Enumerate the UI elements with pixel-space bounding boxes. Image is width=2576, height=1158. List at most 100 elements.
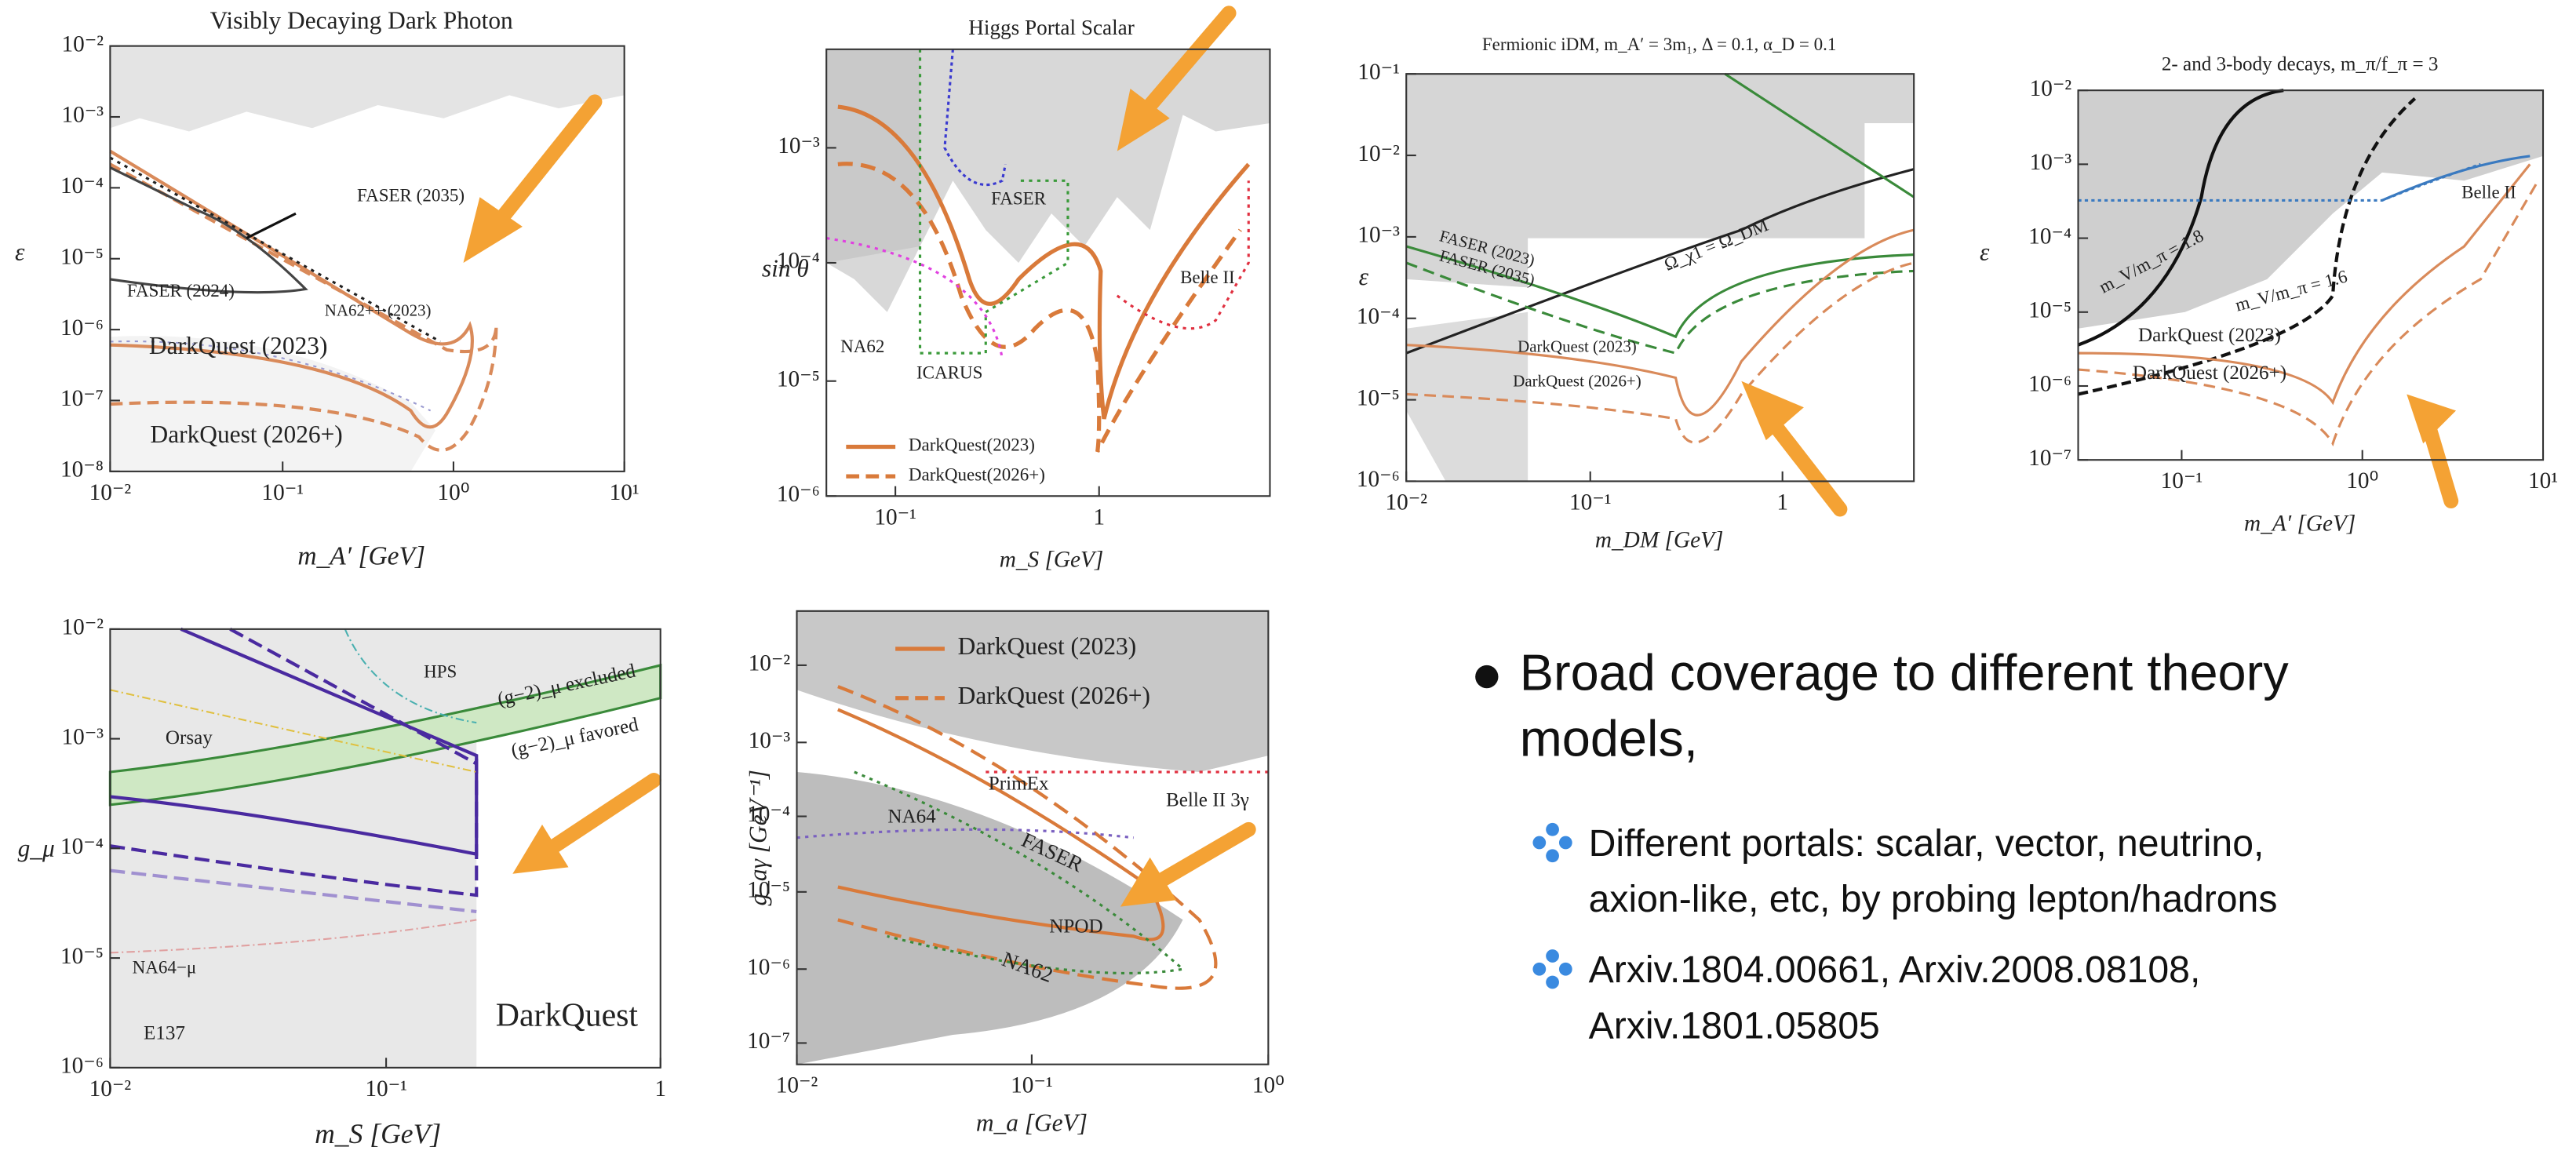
y-tick-label: 10⁻⁴ [2028,224,2071,249]
y-tick-label: 10⁻⁵ [60,244,104,269]
y-tick-label: 10⁻⁶ [777,482,820,507]
x-tick-label: 10⁰ [1252,1073,1284,1098]
curve-label: DarkQuest (2023) [1518,337,1637,356]
x-tick-label: 10⁻² [776,1073,818,1098]
sub-bullet-text: Arxiv.1801.05805 [1589,1004,1880,1047]
legend-entry: DarkQuest (2026+) [958,682,1150,709]
panel-1-curves [825,5,1270,453]
y-tick-label: 10⁻⁶ [60,1054,104,1079]
y-tick-label: 10⁻⁶ [60,315,104,340]
y-axis-label: ε [1359,263,1369,290]
y-tick-label: 10⁻⁴ [60,173,104,198]
y-axis-label: g_aγ [GeV⁻¹] [745,770,772,906]
x-tick-label: 10⁰ [2346,468,2378,493]
plot-title: Higgs Portal Scalar [968,16,1135,39]
curve-label: DarkQuest (2023) [2138,325,2281,346]
x-tick-label: 10⁻¹ [365,1076,407,1102]
x-tick-label: 10⁻² [89,1076,132,1102]
curve-label: NA64 [887,806,936,827]
y-tick-label: 10⁻⁴ [60,834,104,859]
plot-title: 2- and 3-body decays, m_π/f_π = 3 [2162,54,2439,75]
plot-frame [2077,89,2545,461]
y-tick-label: 10⁻⁵ [1357,385,1400,410]
curve-label: DarkQuest (2023) [149,332,328,359]
panel-0-curves [109,46,625,472]
x-axis-label: m_S [GeV] [315,1118,441,1149]
panel-2-curves [1405,72,1915,517]
curve-label: Belle II [2461,181,2516,202]
y-tick-label: 10⁻³ [778,133,820,158]
x-axis-label: m_A′ [GeV] [2244,512,2356,537]
plot-frame [825,48,1271,497]
y-axis-label: sin θ [762,255,809,282]
y-axis-label: ε [1980,239,1990,266]
bullet-text: Broad coverage to different theory [1520,644,2290,701]
curve-label: PrimEx [989,774,1049,795]
y-tick-label: 10⁻² [749,651,791,676]
x-tick-label: 10⁻¹ [1569,490,1612,515]
plot-title: Visibly Decaying Dark Photon [210,7,513,35]
curve-label: Belle II 3γ [1166,789,1249,810]
curve-label: HPS [424,661,457,682]
y-tick-label: 10⁻⁴ [777,249,820,274]
y-tick-label: 10⁻² [2030,76,2072,101]
y-tick-label: 10⁻² [61,31,104,56]
x-axis-label: m_S [GeV] [1000,548,1104,573]
x-tick-label: 10⁰ [437,480,469,505]
y-tick-label: 10⁻⁵ [60,944,104,969]
sub-bullet-text: Arxiv.1804.00661, Arxiv.2008.08108, [1589,949,2201,991]
curve-label: NPOD [1049,916,1102,938]
y-tick-label: 10⁻⁴ [1357,304,1400,329]
y-tick-label: 10⁻² [61,615,104,640]
x-axis-label: m_a [GeV] [976,1109,1088,1136]
y-tick-label: 10⁻² [1357,141,1400,166]
x-tick-label: 10¹ [610,480,639,505]
bullet-text: models, [1520,709,1698,767]
plot-title: Fermionic iDM, m_A′ = 3m₁, Δ = 0.1, α_D … [1482,34,1837,54]
curve-label: DarkQuest (2026+) [151,421,343,448]
y-tick-label: 10⁻⁶ [747,955,790,980]
x-axis-label: m_DM [GeV] [1595,528,1724,553]
y-tick-label: 10⁻³ [2030,150,2072,175]
plot-frame [1405,73,1915,482]
curve-label: FASER [991,188,1047,209]
sub-bullet-text: Different portals: scalar, vector, neutr… [1589,822,2264,865]
y-tick-label: 10⁻³ [61,103,104,128]
curve-label: DarkQuest (2026+) [1513,372,1641,391]
y-tick-label: 10⁻⁷ [747,1029,790,1054]
legend-entry: DarkQuest (2023) [958,632,1137,660]
y-tick-label: 10⁻⁷ [60,386,104,411]
y-tick-label: 10⁻¹ [1357,60,1400,85]
y-tick-label: 10⁻³ [61,724,104,749]
legend-entry: DarkQuest(2023) [909,435,1035,455]
curve-label: DarkQuest [496,998,639,1034]
curve-label: Orsay [166,727,213,748]
x-tick-label: 10⁻² [89,480,132,505]
legend-entry: DarkQuest(2026+) [909,464,1045,484]
curve-label: NA64−μ [133,957,197,978]
y-tick-label: 10⁻⁵ [2028,298,2071,323]
x-axis-label: m_A′ [GeV] [297,542,425,571]
curve-label: ICARUS [916,362,982,383]
y-tick-label: 10⁻³ [749,728,791,753]
x-tick-label: 10⁻¹ [1011,1073,1053,1098]
curve-label: FASER (2035) [357,185,465,206]
x-tick-label: 1 [654,1076,666,1102]
y-axis-label: ε [15,239,25,266]
y-tick-label: 10⁻³ [1357,223,1400,248]
x-tick-label: 10⁻¹ [2161,468,2203,493]
x-tick-label: 1 [1093,504,1105,530]
y-tick-label: 10⁻⁴ [747,802,790,827]
curve-label: FASER (2024) [127,280,235,300]
x-tick-label: 10⁻² [1385,490,1427,515]
bullet-dot [1475,665,1499,689]
panel-4-curves [108,627,662,1068]
y-tick-label: 10⁻⁵ [777,366,820,391]
y-tick-label: 10⁻⁵ [747,878,790,903]
x-tick-label: 10⁻¹ [874,504,916,530]
panel-3-curves [2077,89,2544,508]
y-tick-label: 10⁻⁶ [1357,467,1400,492]
sub-bullet-text: axion-like, etc, by probing lepton/hadro… [1589,878,2278,920]
curve-label: NA62 [840,336,884,356]
